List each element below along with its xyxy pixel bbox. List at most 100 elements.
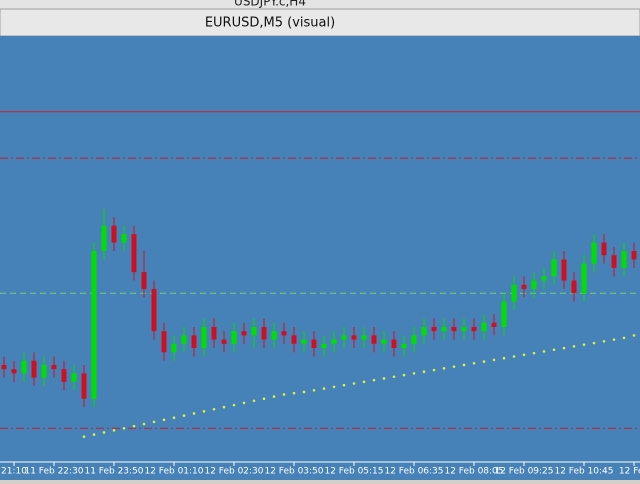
candle-body [391, 339, 397, 349]
indicator-dot [502, 356, 506, 360]
indicator-dot [392, 375, 396, 379]
indicator-dot [212, 407, 216, 411]
indicator-dot [112, 429, 116, 432]
candle-body [501, 301, 507, 327]
background-tab[interactable] [0, 0, 640, 9]
x-tick-label: 21:10 [1, 467, 27, 477]
indicator-dot [432, 368, 436, 372]
candle-body [151, 288, 157, 332]
indicator-dot [182, 414, 186, 417]
candle-body [291, 335, 297, 344]
indicator-dot [592, 341, 596, 345]
candle-body [181, 335, 187, 344]
indicator-dot [302, 390, 306, 394]
x-tick-label: 12 Feb 06:35 [384, 467, 443, 477]
indicator-dot [612, 338, 616, 341]
candle-body [1, 364, 7, 370]
indicator-dot [572, 345, 576, 348]
candle-body [11, 369, 17, 374]
indicator-dot [202, 410, 206, 413]
background-tab-title: USDJPY.c,H4 [234, 0, 306, 9]
indicator-dot [122, 426, 126, 430]
x-tick-label: 12 Feb 05:15 [324, 467, 383, 477]
candle-body [191, 335, 197, 349]
candle-body [461, 326, 467, 332]
indicator-dot [452, 365, 456, 368]
indicator-dot [242, 401, 246, 405]
indicator-dot [552, 348, 556, 352]
x-tick-label: 12 Feb 02:30 [204, 467, 263, 477]
indicator-dot [232, 403, 236, 407]
candle-body [61, 369, 67, 382]
candle-body [261, 326, 267, 340]
candle-body [551, 259, 557, 277]
indicator-dot [312, 388, 316, 392]
candle-body [51, 364, 57, 370]
candle-body [481, 322, 487, 332]
candle-body [421, 326, 427, 336]
indicator-dot [342, 383, 346, 387]
x-tick-label: 12 Feb 10:45 [554, 467, 613, 477]
indicator-dot [362, 380, 366, 384]
indicator-dot [352, 382, 356, 385]
indicator-dot [512, 355, 516, 358]
candle-body [281, 331, 287, 336]
candle-body [91, 251, 97, 399]
candle-body [71, 373, 77, 382]
candle-body [351, 335, 357, 340]
candle-body [321, 343, 327, 349]
indicator-dot [382, 377, 386, 380]
candle-body [21, 360, 27, 374]
candle-body [581, 263, 587, 294]
x-tick-label: 12 Feb 01:10 [144, 467, 203, 477]
x-tick-label: 12 Feb [619, 467, 640, 477]
indicator-dot [152, 420, 156, 424]
candle-body [101, 225, 107, 251]
candle-body [631, 251, 637, 260]
indicator-dot [472, 361, 476, 365]
candle-body [531, 280, 537, 289]
candle-body [251, 326, 257, 336]
indicator-dot [272, 395, 276, 398]
indicator-dot [132, 424, 136, 428]
indicator-dot [372, 378, 376, 382]
indicator-dot [602, 340, 606, 343]
candle-body [451, 326, 457, 332]
title-bar [0, 8, 640, 37]
indicator-dot [562, 346, 566, 350]
candle-body [201, 326, 207, 349]
indicator-dot [422, 370, 426, 373]
indicator-dot [192, 412, 196, 415]
candle-body [541, 276, 547, 281]
candle-body [311, 339, 317, 349]
candle-body [271, 331, 277, 340]
candle-body [571, 280, 577, 294]
indicator-dot [172, 416, 176, 419]
candle-body [131, 234, 137, 273]
candle-body [411, 335, 417, 344]
x-tick-label: 11 Feb 23:50 [84, 467, 143, 477]
candle-body [521, 284, 527, 289]
candle-body [81, 373, 87, 399]
window-title: EURUSD,M5 (visual) [205, 16, 335, 31]
indicator-dot [412, 372, 416, 375]
indicator-dot [322, 387, 326, 390]
candle-body [441, 326, 447, 332]
candle-body [31, 360, 37, 378]
indicator-dot [332, 385, 336, 389]
indicator-dot [222, 405, 226, 409]
indicator-dot [442, 367, 446, 370]
candle-body [601, 242, 607, 256]
indicator-dot [402, 373, 406, 377]
candle-body [241, 331, 247, 336]
candle-body [591, 242, 597, 264]
chart-area [0, 36, 640, 480]
indicator-dot [482, 360, 486, 363]
candle-body [111, 225, 117, 243]
candle-body [231, 331, 237, 344]
candle-body [331, 339, 337, 344]
indicator-dot [462, 363, 466, 367]
candle-body [471, 326, 477, 332]
